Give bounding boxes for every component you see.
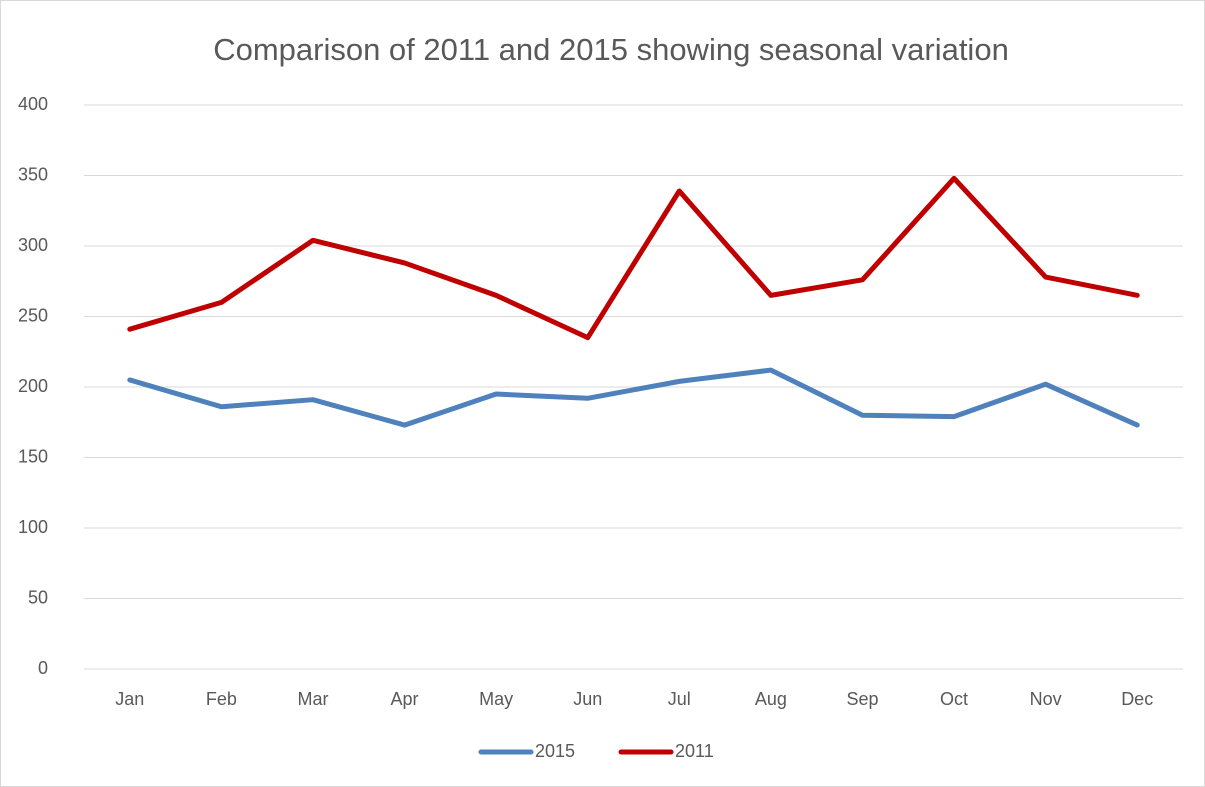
y-tick-label: 0 <box>38 658 48 678</box>
x-tick-label: Feb <box>206 689 237 709</box>
x-tick-label: Jul <box>668 689 691 709</box>
y-tick-label: 300 <box>18 235 48 255</box>
x-tick-label: Nov <box>1030 689 1062 709</box>
y-tick-label: 100 <box>18 517 48 537</box>
y-tick-label: 350 <box>18 164 48 184</box>
x-tick-label: Dec <box>1121 689 1153 709</box>
x-tick-label: Apr <box>391 689 419 709</box>
chart-title: Comparison of 2011 and 2015 showing seas… <box>213 32 1009 67</box>
y-tick-label: 400 <box>18 94 48 114</box>
y-tick-label: 200 <box>18 376 48 396</box>
y-tick-label: 50 <box>28 587 48 607</box>
x-tick-label: Sep <box>846 689 878 709</box>
y-tick-label: 150 <box>18 446 48 466</box>
y-tick-label: 250 <box>18 305 48 325</box>
series-line <box>127 367 1140 428</box>
x-tick-label: Jun <box>573 689 602 709</box>
legend-label: 2011 <box>675 741 714 761</box>
x-tick-label: Jan <box>115 689 144 709</box>
x-tick-label: Aug <box>755 689 787 709</box>
x-tick-label: Oct <box>940 689 968 709</box>
x-tick-label: Mar <box>297 689 328 709</box>
legend-label: 2015 <box>535 741 575 761</box>
x-tick-label: May <box>479 689 513 709</box>
series-line <box>127 175 1140 341</box>
